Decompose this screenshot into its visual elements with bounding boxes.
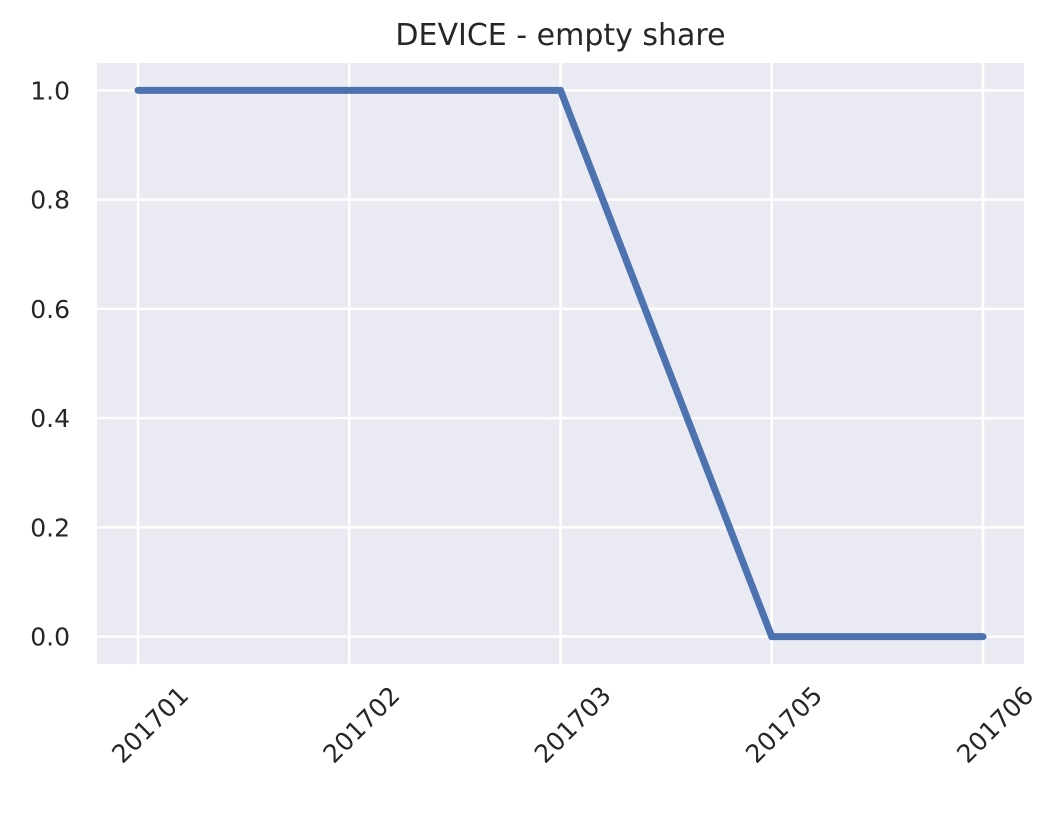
x-tick-label: 201705 bbox=[740, 681, 828, 769]
x-tick-label: 201706 bbox=[951, 681, 1039, 769]
y-tick-label: 0.4 bbox=[30, 404, 70, 433]
data-point bbox=[771, 636, 773, 638]
x-axis: 201701 201702 201703 201705 201706 bbox=[106, 681, 1039, 769]
x-tick-label: 201703 bbox=[529, 681, 617, 769]
x-tick-label: 201701 bbox=[106, 681, 194, 769]
x-tick-label: 201702 bbox=[318, 681, 406, 769]
chart-title: DEVICE - empty share bbox=[395, 18, 725, 53]
data-point bbox=[560, 89, 561, 91]
y-tick-label: 0.0 bbox=[30, 623, 70, 652]
data-point bbox=[137, 89, 139, 91]
data-point bbox=[348, 89, 350, 91]
series-layer bbox=[134, 86, 987, 641]
y-axis: 0.0 0.2 0.4 0.6 0.8 1.0 bbox=[30, 76, 70, 651]
y-tick-label: 0.6 bbox=[30, 295, 70, 324]
data-point bbox=[982, 636, 984, 638]
y-tick-label: 0.8 bbox=[30, 186, 70, 215]
y-tick-label: 1.0 bbox=[30, 76, 70, 105]
y-tick-label: 0.2 bbox=[30, 513, 70, 542]
